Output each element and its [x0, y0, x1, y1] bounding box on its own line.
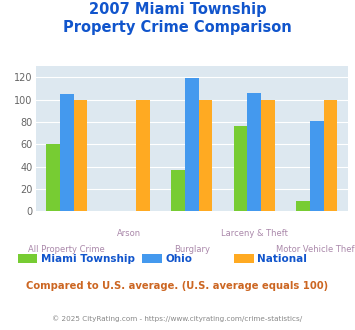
Text: National: National — [257, 254, 307, 264]
Bar — [234, 126, 247, 211]
Text: 2007 Miami Township: 2007 Miami Township — [89, 2, 266, 16]
Bar — [310, 121, 323, 211]
Bar — [247, 93, 261, 211]
Bar — [323, 100, 337, 211]
Text: Burglary: Burglary — [174, 245, 210, 253]
Text: Arson: Arson — [117, 229, 141, 238]
Bar — [198, 100, 212, 211]
Bar — [261, 100, 275, 211]
Bar — [46, 144, 60, 211]
Text: All Property Crime: All Property Crime — [28, 245, 105, 253]
Text: Miami Township: Miami Township — [41, 254, 135, 264]
Text: Compared to U.S. average. (U.S. average equals 100): Compared to U.S. average. (U.S. average … — [26, 281, 329, 291]
Bar — [296, 201, 310, 211]
Text: Property Crime Comparison: Property Crime Comparison — [63, 20, 292, 35]
Text: Larceny & Theft: Larceny & Theft — [221, 229, 288, 238]
Bar — [136, 100, 150, 211]
Bar — [185, 78, 198, 211]
Bar — [171, 170, 185, 211]
Bar — [73, 100, 87, 211]
Text: © 2025 CityRating.com - https://www.cityrating.com/crime-statistics/: © 2025 CityRating.com - https://www.city… — [53, 315, 302, 322]
Text: Ohio: Ohio — [165, 254, 192, 264]
Bar — [60, 94, 73, 211]
Text: Motor Vehicle Theft: Motor Vehicle Theft — [276, 245, 355, 253]
